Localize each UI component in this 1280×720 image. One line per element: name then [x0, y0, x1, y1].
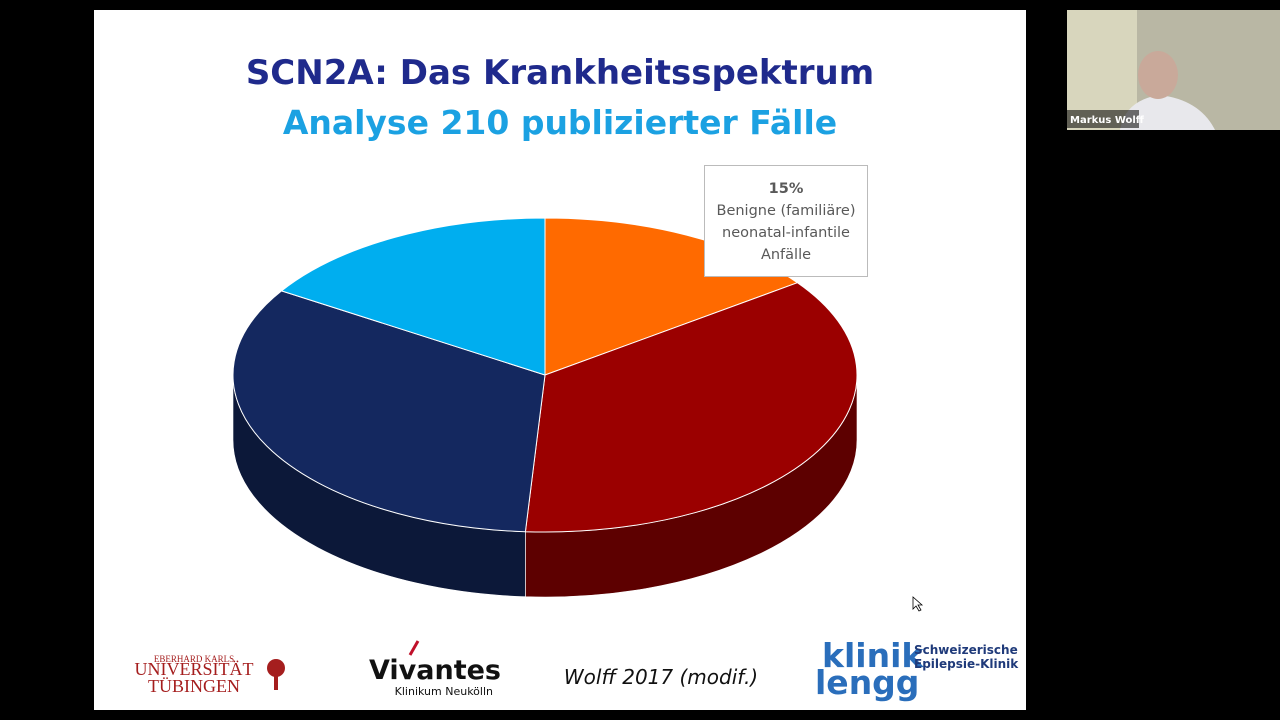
name-badge — [1067, 110, 1139, 128]
logo-text: Vivantes — [369, 655, 501, 686]
logo-text: klinik — [822, 636, 924, 675]
citation: Wolff 2017 (modif.) — [564, 665, 758, 689]
logo-accent — [408, 640, 420, 656]
logo-text: EBERHARD KARLS — [154, 654, 234, 664]
logo-text: TÜBINGEN — [148, 676, 240, 696]
logo-trunk — [274, 672, 278, 690]
pie-slice — [524, 282, 858, 533]
logo-text: Epilepsie-Klinik — [914, 657, 1019, 671]
logo-text: lengg — [815, 663, 919, 702]
mouse-cursor — [912, 596, 924, 612]
participant-name: Markus Wolff — [1070, 115, 1145, 126]
logo-text: Klinikum Neukölln — [395, 685, 493, 698]
pie-slice — [232, 290, 546, 533]
webcam-head — [1138, 51, 1178, 99]
annotation: 15% Benigne (familiäre) neonatal-infanti… — [704, 165, 868, 277]
chart-subtitle: Analyse 210 publizierter Fälle — [283, 103, 837, 142]
logo-tree — [267, 659, 285, 677]
logo-text: UNIVERSITÄT — [135, 659, 254, 679]
logo-text: Schweizerische — [914, 643, 1018, 657]
webcam-person — [1120, 95, 1215, 130]
value-label: 15% — [768, 181, 804, 197]
pie-slice — [280, 217, 546, 376]
chart-title: SCN2A: Das Krankheitsspektrum — [246, 53, 874, 93]
category-label: Benigne (familiäre) neonatal-infantile A… — [716, 203, 856, 263]
pie — [232, 217, 858, 598]
